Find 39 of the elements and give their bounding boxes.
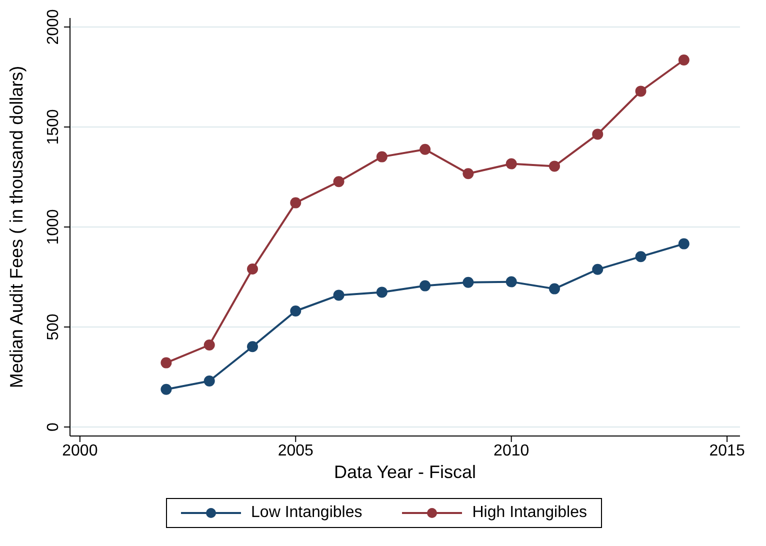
point — [376, 151, 388, 162]
point — [420, 280, 431, 292]
point — [678, 54, 690, 66]
point — [462, 168, 474, 180]
point — [678, 238, 690, 250]
point — [592, 264, 604, 275]
point — [462, 276, 474, 288]
point — [333, 290, 344, 301]
point — [376, 286, 388, 298]
point — [635, 251, 646, 262]
point — [635, 86, 646, 97]
point — [204, 376, 215, 386]
x-tick-label: 2010 — [494, 442, 530, 460]
point — [160, 357, 172, 368]
y-tick-label: 1500 — [45, 109, 62, 145]
x-tick-label: 2005 — [278, 442, 314, 460]
y-tick-label: 1000 — [45, 209, 62, 245]
point — [548, 160, 560, 172]
y-tick-label: 500 — [45, 314, 62, 340]
y-tick-label: 2000 — [45, 9, 62, 45]
point — [160, 384, 172, 395]
point — [290, 306, 302, 316]
x-axis-title: Data Year - Fiscal — [334, 462, 476, 482]
point — [204, 340, 215, 350]
legend-label: High Intangibles — [471, 504, 587, 522]
point — [506, 158, 517, 170]
point — [548, 283, 560, 294]
point — [506, 276, 517, 288]
x-tick-label: 2015 — [709, 442, 745, 460]
point — [333, 176, 344, 188]
point — [592, 128, 604, 140]
x-tick-label: 2000 — [62, 442, 98, 460]
legend-label: Low Intangibles — [250, 504, 362, 522]
point — [246, 341, 258, 352]
point — [420, 144, 431, 155]
point — [290, 197, 302, 208]
point — [246, 264, 258, 274]
y-axis-title: Median Audit Fees ( in thousand dollars) — [6, 66, 26, 388]
y-tick-label: 0 — [45, 422, 62, 432]
